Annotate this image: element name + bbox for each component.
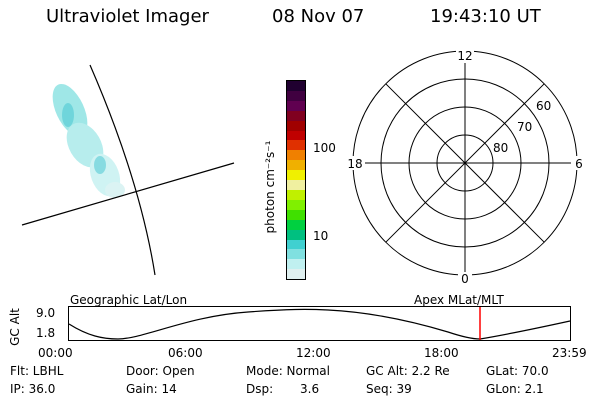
colorbar-segment xyxy=(287,130,305,141)
latitude-line xyxy=(21,162,235,226)
timeline-plot xyxy=(68,306,571,341)
info-gain: Gain: 14 xyxy=(126,382,177,396)
colorbar-segment xyxy=(287,209,305,220)
timeline-left-label: Geographic Lat/Lon xyxy=(70,293,188,307)
geographic-image-panel xyxy=(21,64,235,276)
aurora-emission xyxy=(52,83,125,198)
colorbar-label: photon cm⁻²s⁻¹ xyxy=(263,140,277,234)
polar-diagonal-2 xyxy=(385,83,545,243)
instrument-title: Ultraviolet Imager xyxy=(46,6,209,27)
colorbar-segment xyxy=(287,140,305,151)
info-ip: IP: 36.0 xyxy=(10,382,56,396)
polar-label-lat-60: 60 xyxy=(536,99,551,113)
time-label: 19:43:10 UT xyxy=(430,6,541,27)
colorbar xyxy=(286,80,306,280)
header: Ultraviolet Imager 08 Nov 07 19:43:10 UT xyxy=(0,0,600,30)
colorbar-segment xyxy=(287,170,305,181)
timeline-axis-label: GC Alt xyxy=(8,308,22,346)
date-label: 08 Nov 07 xyxy=(272,6,365,27)
info-dsp-label: Dsp: xyxy=(246,382,274,396)
colorbar-segment xyxy=(287,100,305,111)
colorbar-segment xyxy=(287,110,305,121)
colorbar-tick-10: 10 xyxy=(313,229,329,243)
info-mode: Mode: Normal xyxy=(246,364,330,378)
polar-label-0: 0 xyxy=(461,272,469,286)
info-glon: GLon: 2.1 xyxy=(486,382,544,396)
timeline-right-label: Apex MLat/MLT xyxy=(414,293,504,307)
colorbar-segment xyxy=(287,90,305,101)
colorbar-segment xyxy=(287,269,305,280)
info-seq: Seq: 39 xyxy=(366,382,412,396)
info-glat: GLat: 70.0 xyxy=(486,364,549,378)
timeline-tick-2359: 23:59 xyxy=(552,346,587,360)
colorbar-segment xyxy=(287,120,305,131)
polar-label-6: 6 xyxy=(575,157,583,171)
colorbar-segment xyxy=(287,81,305,91)
polar-label-18: 18 xyxy=(347,157,362,171)
colorbar-segment xyxy=(287,180,305,190)
colorbar-segment xyxy=(287,229,305,240)
timeline-tick-0000: 00:00 xyxy=(38,346,73,360)
altitude-curve xyxy=(68,308,481,340)
timeline-tick-1800: 18:00 xyxy=(424,346,459,360)
polar-plot: 12 18 6 0 60 70 80 xyxy=(343,50,585,286)
colorbar-segment xyxy=(287,150,305,161)
polar-label-12: 12 xyxy=(457,50,472,63)
timeline-y-label-top: 9.0 xyxy=(36,306,56,320)
timeline-tick-0600: 06:00 xyxy=(168,346,203,360)
colorbar-segment xyxy=(287,160,305,171)
colorbar-segment xyxy=(287,239,305,250)
info-flt: Flt: LBHL xyxy=(10,364,64,378)
polar-label-lat-70: 70 xyxy=(517,120,532,134)
info-dsp-value: 3.6 xyxy=(300,382,320,396)
colorbar-segment xyxy=(287,219,305,230)
colorbar-segment xyxy=(287,189,305,200)
polar-label-lat-80: 80 xyxy=(493,141,508,155)
colorbar-segment xyxy=(287,249,305,260)
colorbar-segment xyxy=(287,199,305,210)
timeline-tick-1200: 12:00 xyxy=(296,346,331,360)
colorbar-tick-100: 100 xyxy=(313,141,336,155)
colorbar-segment xyxy=(287,259,305,270)
longitude-line xyxy=(89,64,156,276)
timeline-frame xyxy=(68,306,571,341)
info-door: Door: Open xyxy=(126,364,195,378)
timeline-y-label-bottom: 1.8 xyxy=(36,326,56,340)
altitude-curve-end xyxy=(479,320,571,340)
info-gc-alt: GC Alt: 2.2 Re xyxy=(366,364,450,378)
